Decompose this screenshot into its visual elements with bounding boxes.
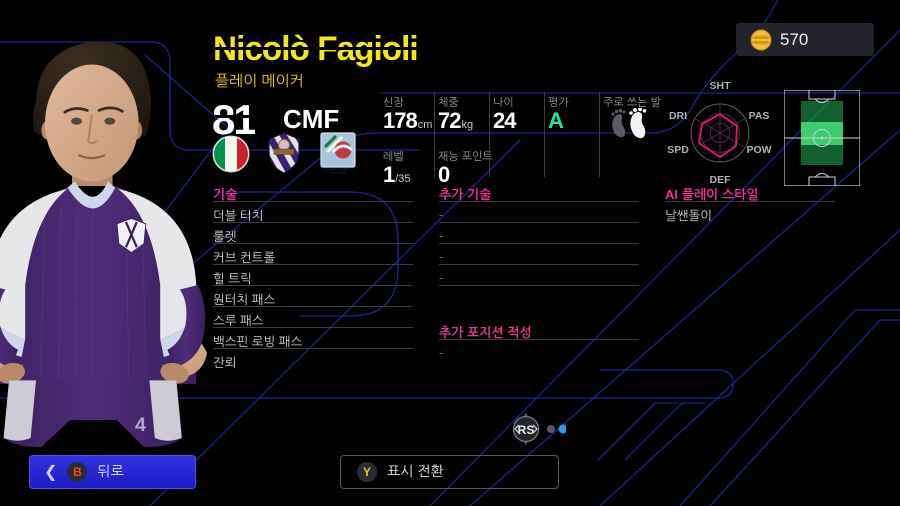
svg-text:POW: POW (746, 144, 771, 156)
svg-text:DEF: DEF (710, 174, 732, 186)
svg-text:ITALIANO: ITALIANO (330, 171, 347, 174)
svg-text:RS: RS (518, 423, 535, 437)
svg-text:PAS: PAS (749, 110, 770, 122)
svg-text:SHT: SHT (710, 80, 732, 92)
svg-text:DRI: DRI (669, 110, 687, 122)
svg-text:4: 4 (135, 414, 146, 436)
svg-text:SPD: SPD (667, 144, 689, 156)
